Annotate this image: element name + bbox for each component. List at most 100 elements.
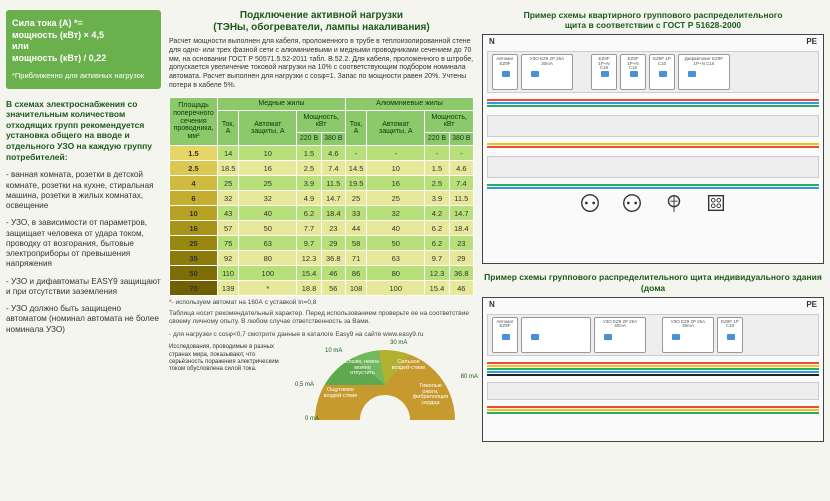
busbar-N	[487, 102, 819, 104]
table-cell: 43	[218, 206, 239, 221]
table-cell: 15.4	[425, 281, 449, 296]
table-cell: 25	[218, 176, 239, 191]
busbar	[487, 365, 819, 367]
table-cell: 32	[239, 191, 297, 206]
table-cell: 40	[367, 221, 425, 236]
label-PE: PE	[806, 300, 817, 309]
table-cell: 32	[218, 191, 239, 206]
table-cell: 14	[218, 146, 239, 161]
meter	[521, 317, 591, 353]
table-cell: -	[425, 146, 449, 161]
table-cell: 80	[367, 266, 425, 281]
table-cell: 3.9	[297, 176, 321, 191]
table-cell: 44	[345, 221, 366, 236]
label-PE: PE	[806, 37, 817, 46]
th-section: Площадь поперечного сечения проводника, …	[170, 97, 218, 146]
ma-label: 30 mA	[390, 340, 407, 346]
table-cell: 9.7	[425, 251, 449, 266]
lamp-icon	[663, 192, 685, 214]
table-cell: 12.3	[297, 251, 321, 266]
breaker: EZ9F 1P C10	[717, 317, 743, 353]
table-cell: 12.3	[425, 266, 449, 281]
busbar-L	[487, 99, 819, 101]
table-cell: 11.5	[449, 191, 473, 206]
table-cell: 23	[321, 221, 345, 236]
table-cell: 92	[218, 251, 239, 266]
right-title-1a: Пример схемы квартирного группового расп…	[482, 10, 824, 20]
busbar-rail	[487, 382, 819, 400]
left-heading: В схемах электроснабжения со значительны…	[6, 99, 161, 163]
table-cell: 1.5	[297, 146, 321, 161]
table-cell: 18.4	[321, 206, 345, 221]
stove-icon	[705, 192, 727, 214]
left-list: - ванная комната, розетки в детской комн…	[6, 170, 161, 335]
busbar	[487, 184, 819, 186]
left-item: - ванная комната, розетки в детской комн…	[6, 170, 161, 211]
pie-label: Ощутимое воздей-ствие	[321, 388, 361, 399]
mid-desc: Расчет мощности выполнен для кабеля, про…	[169, 38, 474, 91]
table-cell: 139	[218, 281, 239, 296]
table-cell: 25	[345, 191, 366, 206]
table-cell: 46	[449, 281, 473, 296]
table-cell: 11.5	[321, 176, 345, 191]
table-cell: 40	[239, 206, 297, 221]
table-cell: 56	[321, 281, 345, 296]
th-avt: Автомат защиты, А	[367, 111, 425, 146]
table-cell: 50	[367, 236, 425, 251]
busbar	[487, 362, 819, 364]
table-cell: 23	[449, 236, 473, 251]
label-N: N	[489, 300, 495, 309]
table-cell: 80	[239, 251, 297, 266]
formula-box: Сила тока (А) *= мощность (кВт) × 4,5 ил…	[6, 10, 161, 89]
th-220: 220 В	[297, 132, 321, 146]
rcd: УЗО EZ9 2P 25A 30mA	[594, 317, 646, 353]
table-cell: 46	[321, 266, 345, 281]
th-alum: Алюминиевые жилы	[345, 97, 473, 111]
table-cell: 2.5	[297, 161, 321, 176]
th-copper: Медные жилы	[218, 97, 346, 111]
table-cell: 36.8	[449, 266, 473, 281]
table-cell: 29	[321, 236, 345, 251]
th-380: 380 В	[321, 132, 345, 146]
busbar-rail	[487, 115, 819, 137]
table-cell: 110	[218, 266, 239, 281]
table-cell: 14.5	[345, 161, 366, 176]
label-N: N	[489, 37, 495, 46]
rcd: УЗО EZ9 2P 25A 30mA	[521, 54, 573, 90]
ma-label: 10 mA	[325, 348, 342, 354]
table-cell: 36.8	[321, 251, 345, 266]
table-cell: 18.5	[218, 161, 239, 176]
table-cell: 50	[239, 221, 297, 236]
table-cell: 19.5	[345, 176, 366, 191]
table-cell: 86	[345, 266, 366, 281]
ma-label: 80 mA	[461, 374, 478, 380]
table-cell: 33	[345, 206, 366, 221]
table-cell: 58	[345, 236, 366, 251]
busbar-PE	[487, 105, 819, 107]
table-cell: 25	[239, 176, 297, 191]
table-cell: 6	[170, 191, 218, 206]
footnote-3: - для нагрузки с cosφ<0,7 смотрите данны…	[169, 331, 474, 339]
research-section: Исследования, проводимые в разных страна…	[169, 344, 474, 420]
table-cell: 63	[367, 251, 425, 266]
table-cell: 10	[170, 206, 218, 221]
left-item: - УЗО и дифавтоматы EASY9 защищают и при…	[6, 277, 161, 298]
pie-label: Тяжелые ожоги, фибрилляция сердца	[411, 384, 451, 406]
table-cell: 108	[345, 281, 366, 296]
table-cell: 16	[367, 176, 425, 191]
formula-l3: или	[12, 41, 155, 53]
table-cell: 100	[239, 266, 297, 281]
table-cell: 9.7	[297, 236, 321, 251]
right-title-1b: щита в соответствии с ГОСТ Р 51628-2000	[482, 20, 824, 30]
table-cell: 57	[218, 221, 239, 236]
busbar-rail	[487, 156, 819, 178]
page: Сила тока (А) *= мощность (кВт) × 4,5 ил…	[0, 0, 830, 501]
table-cell: 10	[367, 161, 425, 176]
table-cell: 14.7	[321, 191, 345, 206]
th-avt: Автомат защиты, А	[239, 111, 297, 146]
footnote-1: *- используем автомат на 160А с уставкой…	[169, 299, 474, 307]
table-cell: 25	[170, 236, 218, 251]
breaker: EZ9F 1P+N C16	[591, 54, 617, 90]
table-cell: 18.4	[449, 221, 473, 236]
middle-column: Подключение активной нагрузки (ТЭНы, обо…	[169, 10, 474, 491]
